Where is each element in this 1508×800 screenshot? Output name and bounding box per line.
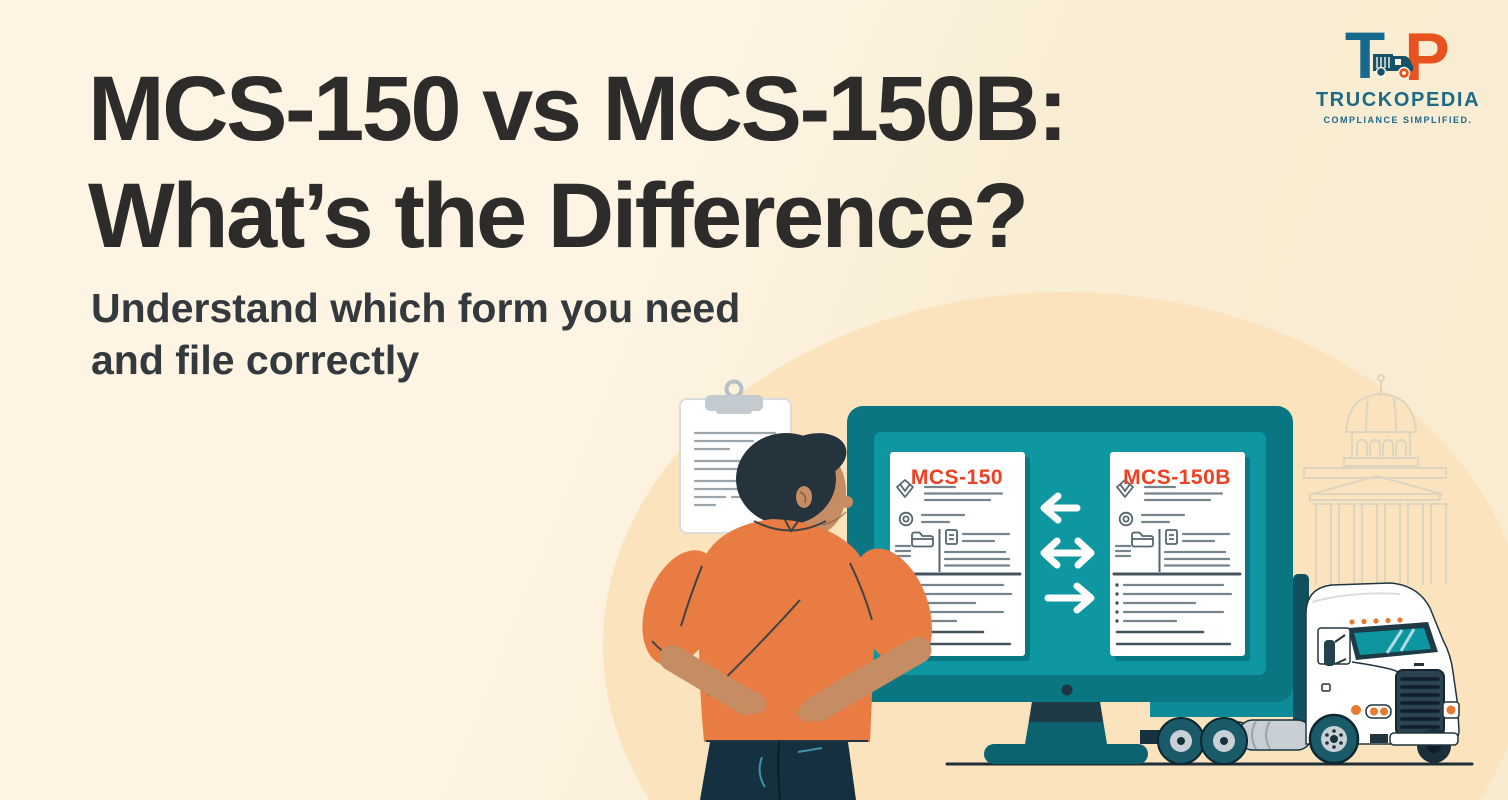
brand-name: TRUCKOPEDIA xyxy=(1315,89,1481,111)
bumper-step xyxy=(1370,734,1388,743)
cab-twin-lights xyxy=(1365,704,1392,719)
side-mirror xyxy=(1324,640,1335,666)
monitor-camera-dot xyxy=(1061,684,1073,696)
form-title-left: MCS-150 xyxy=(911,466,1003,489)
cab-marker-lights xyxy=(1349,617,1403,625)
man-right-sleeve xyxy=(852,548,932,668)
truck-exhaust xyxy=(1293,574,1309,742)
front-bumper xyxy=(1389,732,1459,746)
man-ear xyxy=(796,486,812,508)
cab-rear-wheel xyxy=(1308,713,1360,765)
man-left-sleeve xyxy=(642,550,722,666)
brand-tagline: COMPLIANCE SIMPLIFIED. xyxy=(1323,115,1473,125)
form-title-right: MCS-150B xyxy=(1123,466,1231,489)
page-title-line1: MCS-150 vs MCS-150B: xyxy=(88,58,1068,160)
logo-truck-icon xyxy=(1373,54,1413,80)
headlight xyxy=(1442,701,1460,719)
page-subtitle: Understand which form you need and file … xyxy=(91,282,991,387)
truckopedia-logo: T P TRUCKOPEDIA COMPLIANCE SIMPLIFIED. xyxy=(1310,20,1486,125)
capitol-building-icon xyxy=(1303,374,1449,585)
form-card-right: MCS-150B xyxy=(1110,452,1250,661)
arrow-left-icon xyxy=(1040,492,1081,524)
page-subtitle-line2: and file correctly xyxy=(91,337,420,384)
door-handle xyxy=(1321,683,1331,692)
logo-letter-p: P xyxy=(1404,20,1449,88)
man-right-forearm xyxy=(804,636,932,722)
page-subtitle-line1: Understand which form you need xyxy=(91,285,741,331)
cab-side-light xyxy=(1351,705,1361,715)
man-nose xyxy=(841,496,853,508)
arrow-left-right-icon xyxy=(1040,537,1095,569)
truck-grille xyxy=(1395,663,1445,737)
man-left-forearm xyxy=(659,645,759,715)
arrow-right-icon xyxy=(1044,582,1095,614)
man-left-hand xyxy=(737,690,767,714)
man-shirt xyxy=(698,519,875,742)
monitor-stand-base xyxy=(984,744,1148,764)
trailer-wheel xyxy=(1200,717,1248,765)
man-right-hand xyxy=(797,698,827,722)
trailer-wheel xyxy=(1157,717,1205,765)
logo-monogram: T P xyxy=(1345,20,1450,88)
man-viewing-monitor xyxy=(642,433,932,800)
page-title-line2: What’s the Difference? xyxy=(88,164,1029,267)
page-title: MCS-150 vs MCS-150B: What’s the Differen… xyxy=(88,56,1288,269)
